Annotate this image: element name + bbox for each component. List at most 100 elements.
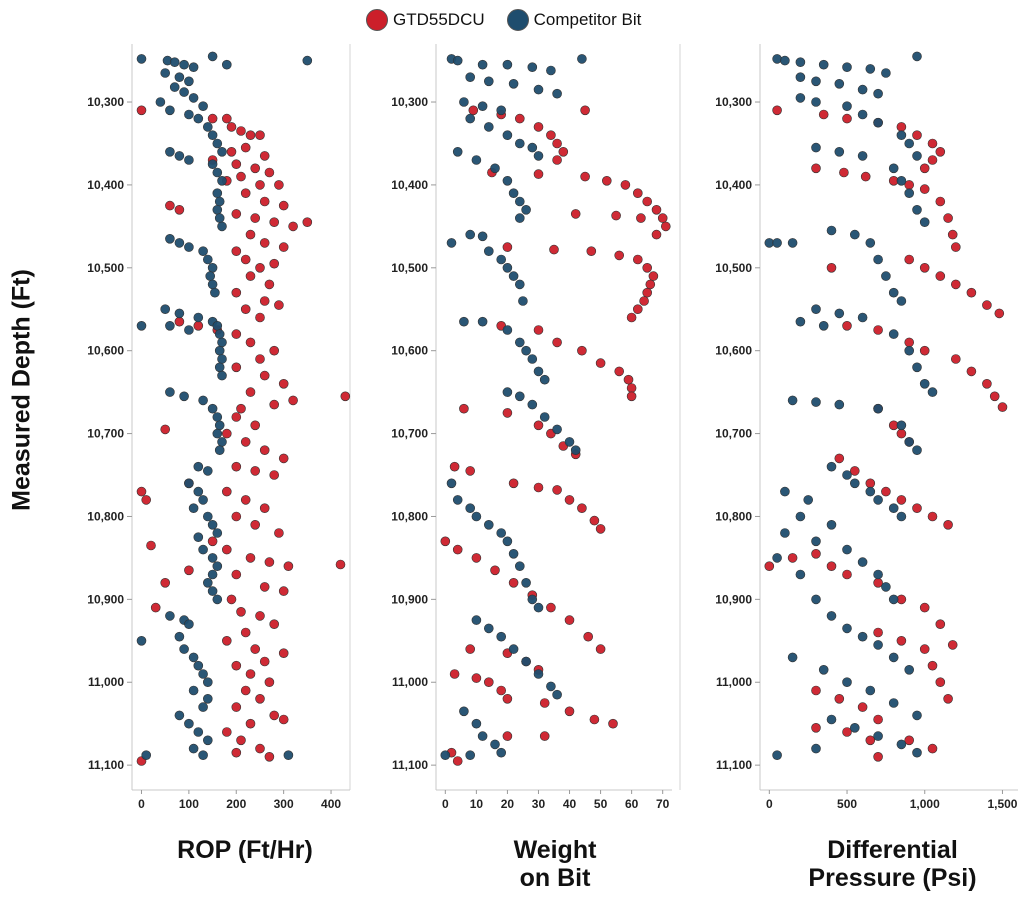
series-competitor-bit <box>136 51 313 761</box>
data-point <box>245 229 256 240</box>
data-point <box>245 718 256 729</box>
data-point <box>811 548 821 559</box>
series-competitor-bit <box>440 54 587 761</box>
data-point <box>873 640 883 650</box>
data-point <box>982 378 992 389</box>
data-point <box>250 163 260 174</box>
data-point <box>502 731 513 741</box>
data-point <box>508 478 519 489</box>
data-point <box>465 644 476 654</box>
data-point <box>231 362 242 373</box>
data-point <box>966 366 977 377</box>
data-point <box>919 262 930 273</box>
data-point <box>811 685 821 696</box>
data-point <box>865 238 876 248</box>
data-point <box>626 391 637 402</box>
data-point <box>259 445 270 456</box>
data-point <box>174 205 185 215</box>
data-point <box>632 304 643 315</box>
data-point <box>502 130 513 140</box>
data-point <box>935 271 946 281</box>
data-point <box>533 602 544 613</box>
data-point <box>179 87 189 97</box>
data-point <box>502 242 513 252</box>
data-point <box>826 262 837 273</box>
data-point <box>179 59 189 70</box>
data-point <box>255 354 265 364</box>
data-point <box>496 747 507 758</box>
data-point <box>490 163 500 174</box>
data-point <box>811 304 821 315</box>
data-point <box>446 238 457 248</box>
data-point <box>483 246 494 256</box>
data-point <box>570 445 581 456</box>
data-point <box>927 660 938 671</box>
data-point <box>269 258 280 269</box>
data-point <box>919 345 930 356</box>
data-point <box>826 519 837 530</box>
data-point <box>136 54 147 64</box>
data-point <box>533 669 544 679</box>
data-point <box>611 210 621 221</box>
data-point <box>212 412 223 422</box>
data-point <box>552 138 562 149</box>
data-point <box>198 544 208 555</box>
y-tick-label: 10,600 <box>715 344 752 358</box>
y-tick-label: 11,100 <box>392 758 428 772</box>
data-point <box>198 702 208 712</box>
data-point <box>912 205 922 215</box>
data-point <box>231 159 242 169</box>
data-point <box>896 739 907 750</box>
data-point <box>217 437 227 447</box>
data-point <box>935 147 946 157</box>
data-point <box>212 320 223 331</box>
data-point <box>236 403 246 414</box>
data-point <box>533 366 544 377</box>
data-point <box>904 664 915 675</box>
data-point <box>881 486 891 497</box>
data-point <box>514 561 525 572</box>
x-axis-title-weight-on-bit: Weight on Bit <box>513 836 597 892</box>
data-point <box>577 54 587 64</box>
data-point <box>865 735 876 746</box>
data-point <box>188 93 199 103</box>
data-point <box>842 544 852 555</box>
data-point <box>626 312 637 323</box>
data-point <box>842 470 852 480</box>
data-point <box>259 656 270 667</box>
data-point <box>780 486 790 497</box>
data-point <box>240 188 251 198</box>
y-tick-label: 11,000 <box>716 675 752 689</box>
data-point <box>203 466 213 476</box>
data-point <box>250 420 260 431</box>
data-point <box>527 594 538 605</box>
data-point <box>212 138 223 149</box>
data-point <box>259 370 270 381</box>
y-tick-label: 11,100 <box>88 758 124 772</box>
data-point <box>207 403 218 414</box>
data-point <box>865 486 876 497</box>
data-point <box>188 652 199 663</box>
data-point <box>896 495 907 505</box>
data-point <box>842 113 852 124</box>
data-point <box>302 55 313 66</box>
data-point <box>231 511 242 522</box>
data-point <box>471 553 482 563</box>
data-point <box>865 478 876 489</box>
data-point <box>203 254 213 265</box>
y-tick-label: 10,700 <box>87 427 124 441</box>
data-point <box>278 648 289 659</box>
data-point <box>255 693 265 704</box>
data-point <box>787 395 798 406</box>
data-point <box>274 300 284 310</box>
data-point <box>160 577 170 588</box>
data-point <box>141 495 151 505</box>
data-point <box>496 528 507 538</box>
y-tick-label: 10,300 <box>715 95 752 109</box>
y-tick-label: 11,100 <box>716 758 752 772</box>
y-tick-label: 11,000 <box>88 675 124 689</box>
data-point <box>231 702 242 712</box>
data-point <box>165 611 175 621</box>
data-point <box>452 756 463 766</box>
x-tick-label: 1,500 <box>987 797 1017 811</box>
